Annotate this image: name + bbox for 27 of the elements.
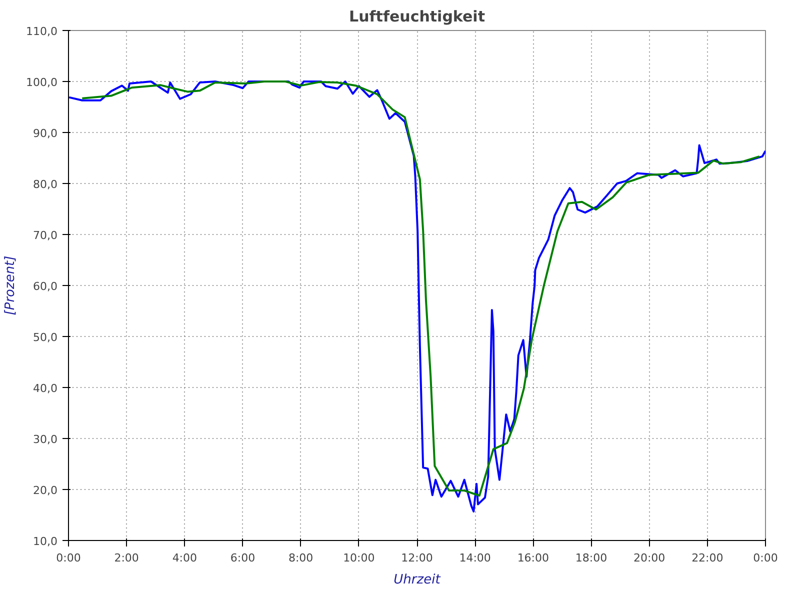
x-tick-label: 18:00 [575, 552, 608, 564]
x-axis-title: Uhrzeit [394, 572, 442, 588]
x-tick-label: 8:00 [288, 552, 314, 564]
y-tick-label: 100,0 [26, 76, 58, 89]
y-axis-title: [Prozent] [3, 256, 18, 316]
x-tick-label: 0:00 [56, 552, 81, 564]
x-tick-label: 16:00 [517, 552, 550, 564]
y-tick-label: 90,0 [33, 127, 58, 140]
y-tick-label: 30,0 [33, 433, 58, 446]
x-tick-label: 10:00 [343, 552, 375, 564]
x-tick-label: 22:00 [692, 552, 724, 564]
y-tick-label: 70,0 [33, 229, 58, 242]
x-tick-label: 20:00 [633, 552, 666, 564]
x-tick-label: 4:00 [172, 552, 198, 564]
y-tick-label: 50,0 [33, 331, 58, 344]
y-tick-label: 20,0 [33, 484, 58, 497]
y-tick-label: 110,0 [26, 25, 58, 38]
x-tick-label: 2:00 [114, 552, 139, 564]
y-tick-label: 40,0 [33, 382, 58, 395]
y-tick-label: 60,0 [33, 280, 58, 293]
x-tick-label: 6:00 [230, 552, 256, 564]
y-tick-label: 10,0 [33, 535, 58, 548]
x-tick-label: 12:00 [401, 552, 433, 564]
x-tick-label: 0:00 [753, 552, 778, 564]
x-tick-label: 14:00 [459, 552, 491, 564]
chart-title: Luftfeuchtigkeit [349, 8, 486, 26]
y-tick-label: 80,0 [33, 178, 58, 191]
